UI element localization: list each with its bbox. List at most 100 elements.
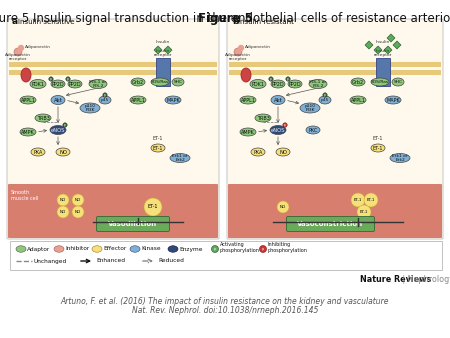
FancyBboxPatch shape (227, 19, 443, 239)
Circle shape (49, 77, 53, 81)
Text: SHC: SHC (393, 80, 402, 84)
Text: NO: NO (75, 198, 81, 202)
Text: Adiponectin
receptor: Adiponectin receptor (225, 53, 251, 61)
Ellipse shape (371, 144, 385, 152)
Text: | Nephrology: | Nephrology (400, 275, 450, 284)
Ellipse shape (271, 96, 285, 104)
Text: SOS/Ras: SOS/Ras (151, 80, 169, 84)
Ellipse shape (30, 79, 46, 89)
Text: ET-1: ET-1 (367, 198, 375, 202)
Ellipse shape (20, 128, 36, 136)
Ellipse shape (392, 78, 404, 86)
Circle shape (14, 48, 22, 56)
Text: Grb2: Grb2 (132, 79, 144, 84)
Bar (229, 70, 441, 75)
Circle shape (212, 245, 219, 252)
Text: PDK1: PDK1 (32, 81, 45, 87)
Text: eNOS: eNOS (271, 127, 285, 132)
Circle shape (238, 46, 243, 50)
Ellipse shape (99, 96, 111, 104)
Text: PP2D: PP2D (52, 81, 64, 87)
Text: Smooth
muscle cell: Smooth muscle cell (11, 190, 38, 201)
Text: APPL1: APPL1 (240, 97, 256, 102)
Circle shape (103, 93, 107, 97)
Ellipse shape (385, 96, 401, 104)
Ellipse shape (270, 125, 286, 135)
Text: MAPK: MAPK (386, 97, 400, 102)
Circle shape (364, 193, 378, 207)
Text: PDK1: PDK1 (252, 81, 265, 87)
Ellipse shape (300, 103, 320, 113)
FancyBboxPatch shape (287, 217, 374, 232)
Circle shape (66, 77, 70, 81)
Text: Insulin: Insulin (376, 40, 390, 44)
Text: p: p (284, 123, 286, 127)
Text: Vasodilation: Vasodilation (108, 221, 158, 227)
Ellipse shape (51, 80, 65, 88)
Text: APPL1: APPL1 (351, 97, 365, 102)
Polygon shape (384, 46, 392, 54)
Ellipse shape (240, 128, 256, 136)
Ellipse shape (51, 96, 65, 104)
Ellipse shape (130, 96, 146, 104)
Ellipse shape (390, 153, 410, 163)
Text: Vasoconstriction: Vasoconstriction (297, 221, 363, 227)
Text: Effector: Effector (103, 246, 126, 251)
Text: Insulin: Insulin (156, 40, 170, 44)
Bar (156, 58, 170, 86)
Text: Adiponectin: Adiponectin (25, 45, 51, 49)
Text: Nature Reviews: Nature Reviews (360, 275, 431, 284)
Ellipse shape (241, 68, 251, 82)
Text: a: a (12, 17, 18, 26)
Text: APPL1: APPL1 (21, 97, 36, 102)
Ellipse shape (371, 78, 389, 86)
Polygon shape (164, 46, 172, 54)
Text: Nat. Rev. Nephrol. doi:10.1038/nrneph.2016.145: Nat. Rev. Nephrol. doi:10.1038/nrneph.20… (132, 306, 318, 315)
Bar (9, 62, 217, 67)
Text: Adiponectin
receptor: Adiponectin receptor (5, 53, 31, 61)
Text: Adaptor: Adaptor (27, 246, 50, 251)
Polygon shape (154, 46, 162, 54)
Text: Enhanced: Enhanced (96, 259, 125, 264)
Text: p: p (67, 77, 69, 81)
Text: NO: NO (280, 205, 286, 209)
Text: PP2D: PP2D (272, 81, 284, 87)
Text: NO: NO (279, 149, 287, 154)
FancyBboxPatch shape (8, 184, 218, 238)
Text: p: p (104, 93, 106, 97)
Text: Insulin
receptor: Insulin receptor (374, 49, 392, 57)
Circle shape (57, 206, 69, 218)
Text: TRB3: TRB3 (36, 116, 50, 121)
Circle shape (351, 193, 365, 207)
Text: MAPK: MAPK (166, 97, 180, 102)
Ellipse shape (56, 148, 70, 156)
Ellipse shape (240, 96, 256, 104)
Circle shape (72, 206, 84, 218)
Polygon shape (387, 34, 395, 42)
Ellipse shape (276, 148, 290, 156)
Text: Insulin sensitive: Insulin sensitive (18, 19, 75, 25)
Polygon shape (365, 41, 373, 49)
Text: APPL1: APPL1 (130, 97, 145, 102)
Text: Insulin resistant: Insulin resistant (238, 19, 294, 25)
FancyBboxPatch shape (96, 217, 170, 232)
Ellipse shape (151, 78, 169, 86)
Text: ET-1: ET-1 (153, 145, 163, 150)
Text: PKA: PKA (33, 149, 43, 154)
Ellipse shape (309, 79, 327, 89)
Ellipse shape (54, 246, 64, 252)
Text: ET-1: ET-1 (153, 136, 163, 141)
Text: eNOS: eNOS (51, 127, 65, 132)
Text: IRS-1 or
IRS-2: IRS-1 or IRS-2 (310, 80, 327, 88)
Text: Erk1 or
Erk2: Erk1 or Erk2 (392, 154, 408, 162)
Text: p: p (214, 247, 216, 251)
Ellipse shape (350, 96, 366, 104)
Circle shape (72, 194, 84, 206)
Text: Inhibitor: Inhibitor (65, 246, 89, 251)
Ellipse shape (251, 148, 265, 156)
Bar (9, 70, 217, 75)
Ellipse shape (20, 96, 36, 104)
Ellipse shape (68, 80, 82, 88)
Ellipse shape (80, 103, 100, 113)
Text: Grb2: Grb2 (352, 79, 364, 84)
